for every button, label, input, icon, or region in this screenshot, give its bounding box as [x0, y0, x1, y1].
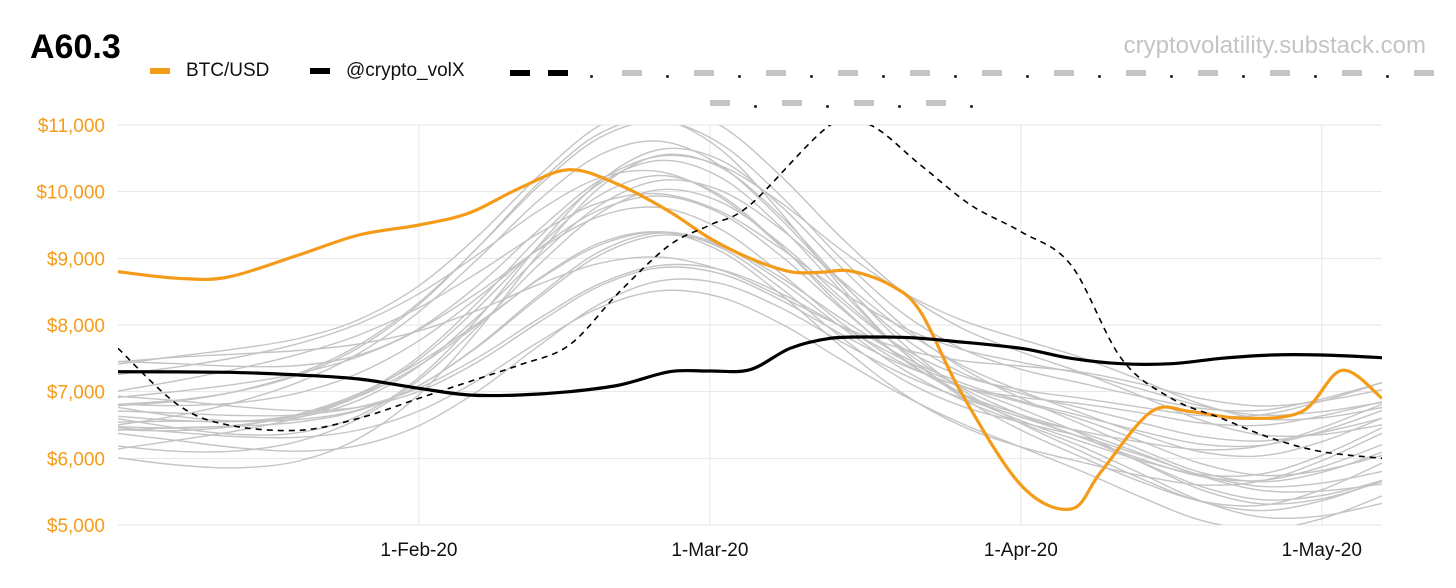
legend-swatch-dash [854, 100, 874, 106]
chart-title: A60.3 [30, 28, 121, 66]
legend-dot [810, 75, 813, 78]
background-line-19 [118, 125, 1382, 438]
background-line-12 [118, 234, 1382, 520]
background-line-1 [118, 266, 1382, 477]
background-line-20 [118, 289, 1382, 525]
legend-swatch-dash [926, 100, 946, 106]
watermark-text: cryptovolatility.substack.com [1123, 32, 1426, 59]
series-group [118, 125, 1382, 525]
background-line-2 [118, 179, 1382, 458]
legend-dot [1170, 75, 1173, 78]
legend-dot [970, 105, 973, 108]
series-line-2 [118, 335, 1382, 398]
legend-swatch-dash [1126, 70, 1146, 76]
legend-item-btc: BTC/USD [150, 60, 269, 82]
background-line-13 [118, 159, 1382, 507]
legend-dot [882, 75, 885, 78]
legend-dot [1242, 75, 1245, 78]
x-tick-label: 1-Feb-20 [380, 540, 457, 561]
legend-dot [954, 75, 957, 78]
legend-swatch-btc [150, 68, 170, 74]
y-tick-label: $9,000 [47, 249, 105, 270]
x-tick-label: 1-Apr-20 [984, 540, 1058, 561]
y-tick-label: $10,000 [36, 183, 105, 204]
background-line-14 [118, 125, 1382, 451]
legend-swatch-dash [622, 70, 642, 76]
legend-swatch-dash [910, 70, 930, 76]
legend-dot [1386, 75, 1389, 78]
background-line-3 [118, 125, 1382, 412]
background-line-16 [118, 278, 1382, 501]
legend-swatch-dash [1198, 70, 1218, 76]
background-line-18 [118, 140, 1382, 442]
legend-swatch-dash [838, 70, 858, 76]
legend-swatch-dash [1414, 70, 1434, 76]
legend-dot [666, 75, 669, 78]
legend-label-btc: BTC/USD [186, 60, 270, 81]
y-tick-label: $8,000 [47, 316, 105, 337]
legend-dot [738, 75, 741, 78]
legend-dot [590, 75, 593, 78]
x-tick-label: 1-May-20 [1282, 540, 1362, 561]
background-line-8 [118, 232, 1382, 488]
legend-dot [898, 105, 901, 108]
legend-swatch-dash [548, 70, 568, 76]
series-line-3 [118, 125, 1382, 460]
legend-swatch-dash [510, 70, 530, 76]
legend-item-vol: @crypto_volX [310, 60, 465, 82]
y-tick-label: $7,000 [47, 383, 105, 404]
y-tick-label: $6,000 [47, 449, 105, 470]
background-line-23 [118, 154, 1382, 421]
legend-dot [1098, 75, 1101, 78]
background-line-24 [118, 153, 1382, 512]
background-line-11 [118, 192, 1382, 417]
legend: BTC/USD @crypto_volX [0, 0, 1456, 120]
series-line-1 [118, 168, 1382, 511]
legend-dot [754, 105, 757, 108]
legend-swatch-dash [694, 70, 714, 76]
legend-dot [1314, 75, 1317, 78]
legend-dot [1026, 75, 1029, 78]
legend-swatch-dash [982, 70, 1002, 76]
y-tick-label: $11,000 [38, 116, 105, 137]
x-tick-label: 1-Mar-20 [671, 540, 748, 561]
legend-swatch-dash [710, 100, 730, 106]
background-line-22 [118, 206, 1382, 427]
background-line-17 [118, 188, 1382, 482]
y-tick-label: $5,000 [47, 516, 105, 537]
legend-swatch-dash [1342, 70, 1362, 76]
legend-swatch-dash [1054, 70, 1074, 76]
legend-label-vol: @crypto_volX [346, 60, 465, 81]
background-line-21 [118, 230, 1382, 486]
legend-swatch-vol [310, 68, 330, 74]
legend-swatch-dash [1270, 70, 1290, 76]
background-line-5 [118, 263, 1382, 505]
legend-swatch-dash [766, 70, 786, 76]
legend-dot [826, 105, 829, 108]
legend-swatch-dash [782, 100, 802, 106]
background-line-4 [118, 174, 1382, 493]
